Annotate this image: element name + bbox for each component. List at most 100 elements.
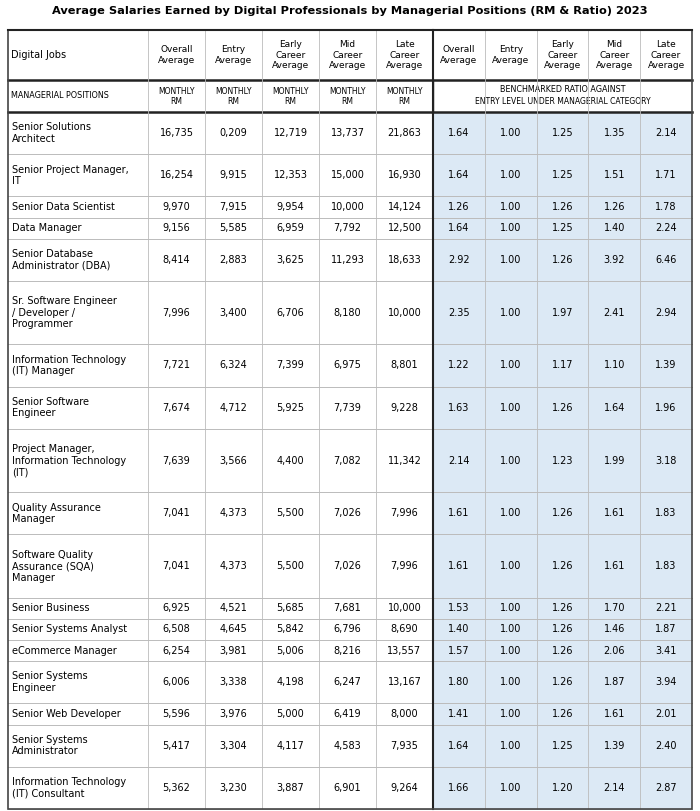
Bar: [433, 534, 692, 598]
Bar: [8, 281, 433, 345]
Text: 7,935: 7,935: [391, 740, 419, 751]
Text: Senior Solutions
Architect: Senior Solutions Architect: [12, 122, 91, 144]
Text: 3,304: 3,304: [220, 740, 247, 751]
Bar: [433, 154, 692, 196]
Text: 9,954: 9,954: [276, 202, 304, 212]
Text: 6,419: 6,419: [334, 709, 361, 719]
Text: 1.51: 1.51: [603, 170, 625, 180]
Text: Senior Systems
Engineer: Senior Systems Engineer: [12, 672, 88, 693]
Text: 16,930: 16,930: [388, 170, 421, 180]
Text: 2.06: 2.06: [603, 646, 625, 655]
Bar: [433, 619, 692, 640]
Text: 1.80: 1.80: [448, 677, 470, 687]
Text: Sr. Software Engineer
/ Developer /
Programmer: Sr. Software Engineer / Developer / Prog…: [12, 296, 117, 329]
Bar: [8, 534, 433, 598]
Text: Senior Database
Administrator (DBA): Senior Database Administrator (DBA): [12, 249, 111, 271]
Text: 1.00: 1.00: [500, 603, 522, 613]
Text: 8,414: 8,414: [162, 255, 190, 265]
Text: 1.26: 1.26: [552, 646, 573, 655]
Bar: [8, 217, 433, 238]
Text: 0,209: 0,209: [220, 128, 247, 138]
Text: 4,712: 4,712: [220, 403, 247, 413]
Text: 8,690: 8,690: [391, 624, 419, 634]
Text: 3,976: 3,976: [220, 709, 247, 719]
Text: 4,645: 4,645: [220, 624, 247, 634]
Text: 1.00: 1.00: [500, 456, 522, 466]
Bar: [433, 492, 692, 534]
Text: 1.83: 1.83: [655, 508, 677, 518]
Bar: [8, 387, 433, 429]
Text: 7,026: 7,026: [334, 508, 361, 518]
Text: Senior Data Scientist: Senior Data Scientist: [12, 202, 115, 212]
Bar: [8, 196, 433, 217]
Text: 2.87: 2.87: [655, 783, 677, 793]
Text: 6,324: 6,324: [220, 360, 247, 371]
Text: MONTHLY: MONTHLY: [329, 87, 365, 96]
Bar: [8, 429, 433, 492]
Text: 7,681: 7,681: [334, 603, 361, 613]
Text: 5,842: 5,842: [276, 624, 304, 634]
Bar: [8, 492, 433, 534]
Text: 1.40: 1.40: [448, 624, 470, 634]
Text: 21,863: 21,863: [388, 128, 421, 138]
Text: RM: RM: [398, 97, 410, 105]
Bar: [433, 661, 692, 703]
Text: 1.25: 1.25: [552, 128, 573, 138]
Bar: [8, 30, 692, 80]
Text: 10,000: 10,000: [330, 202, 365, 212]
Text: Early
Career
Average: Early Career Average: [544, 40, 581, 70]
Text: 1.64: 1.64: [448, 223, 470, 234]
Text: 2.14: 2.14: [448, 456, 470, 466]
Text: 1.00: 1.00: [500, 360, 522, 371]
Text: Digital Jobs: Digital Jobs: [11, 50, 66, 60]
Text: 1.00: 1.00: [500, 202, 522, 212]
Bar: [8, 345, 433, 387]
Text: 7,721: 7,721: [162, 360, 190, 371]
Text: 1.26: 1.26: [552, 603, 573, 613]
Text: 5,006: 5,006: [276, 646, 304, 655]
Text: RM: RM: [342, 97, 354, 105]
Text: 6,706: 6,706: [276, 307, 304, 318]
Text: 1.57: 1.57: [448, 646, 470, 655]
Text: 1.40: 1.40: [603, 223, 625, 234]
Text: 7,996: 7,996: [162, 307, 190, 318]
Text: 18,633: 18,633: [388, 255, 421, 265]
Text: 7,041: 7,041: [162, 561, 190, 571]
Text: 7,996: 7,996: [391, 561, 419, 571]
Text: 6,925: 6,925: [162, 603, 190, 613]
Text: Senior Software
Engineer: Senior Software Engineer: [12, 397, 89, 418]
Text: 3,625: 3,625: [276, 255, 304, 265]
Text: 1.00: 1.00: [500, 403, 522, 413]
Text: Late
Career
Average: Late Career Average: [386, 40, 423, 70]
Text: Mid
Career
Average: Mid Career Average: [596, 40, 633, 70]
Text: 10,000: 10,000: [388, 603, 421, 613]
Text: 1.35: 1.35: [603, 128, 625, 138]
Bar: [8, 703, 433, 724]
Text: 1.00: 1.00: [500, 508, 522, 518]
Text: 1.66: 1.66: [448, 783, 470, 793]
Text: 5,585: 5,585: [220, 223, 248, 234]
Bar: [433, 281, 692, 345]
Bar: [433, 724, 692, 766]
Text: 1.63: 1.63: [448, 403, 470, 413]
Text: 3,230: 3,230: [220, 783, 247, 793]
Text: 3.94: 3.94: [655, 677, 677, 687]
Text: 3.18: 3.18: [655, 456, 677, 466]
Text: Senior Systems Analyst: Senior Systems Analyst: [12, 624, 127, 634]
Bar: [8, 661, 433, 703]
Text: Data Manager: Data Manager: [12, 223, 81, 234]
Text: Average Salaries Earned by Digital Professionals by Managerial Positions (RM & R: Average Salaries Earned by Digital Profe…: [52, 6, 648, 16]
Text: ENTRY LEVEL UNDER MANAGERIAL CATEGORY: ENTRY LEVEL UNDER MANAGERIAL CATEGORY: [475, 97, 650, 106]
Text: 2.01: 2.01: [655, 709, 677, 719]
Text: RM: RM: [284, 97, 297, 105]
Text: 3,887: 3,887: [276, 783, 304, 793]
Text: 1.26: 1.26: [552, 508, 573, 518]
Text: 1.61: 1.61: [603, 709, 625, 719]
Text: 7,739: 7,739: [334, 403, 361, 413]
Text: 9,156: 9,156: [162, 223, 190, 234]
Text: 9,264: 9,264: [391, 783, 419, 793]
Bar: [433, 766, 692, 809]
Text: 1.23: 1.23: [552, 456, 573, 466]
Bar: [8, 640, 433, 661]
Text: 1.17: 1.17: [552, 360, 573, 371]
